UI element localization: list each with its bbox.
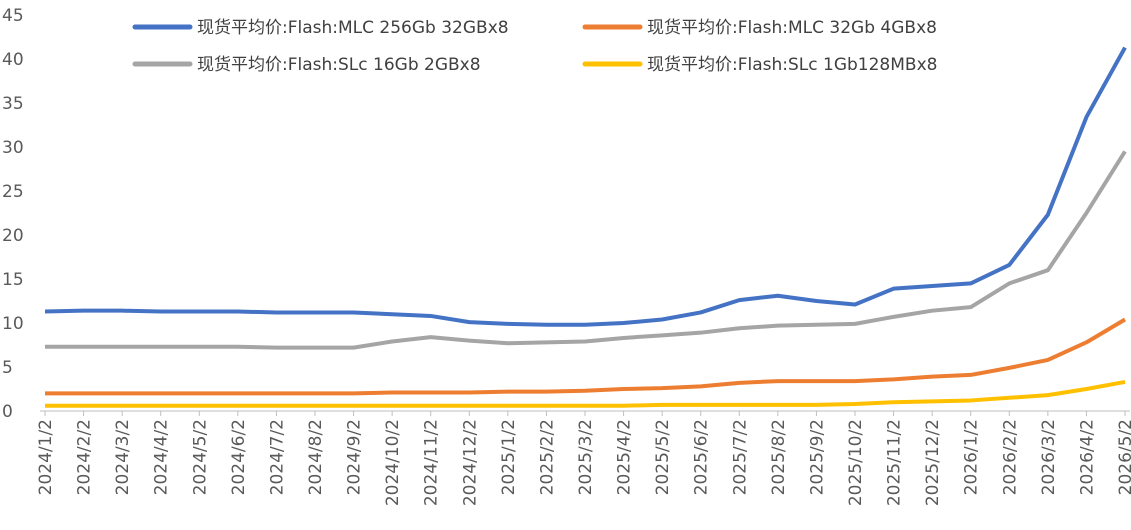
legend-label: 现货平均价:Flash:MLC 32Gb 4GBx8 <box>647 18 937 38</box>
x-tick-label: 2024/1/2 <box>36 419 56 495</box>
x-tick-label: 2024/2/2 <box>75 419 95 495</box>
x-tick-label: 2025/8/2 <box>769 419 789 495</box>
x-tick-label: 2026/1/2 <box>962 419 982 495</box>
series-line <box>45 379 1126 408</box>
x-tick-label: 2024/6/2 <box>229 419 249 495</box>
series-line <box>45 317 1127 396</box>
x-tick-label: 2026/3/2 <box>1039 419 1059 495</box>
y-tick-label: 35 <box>2 94 24 114</box>
y-tick-label: 5 <box>2 358 13 378</box>
x-tick-label: 2025/4/2 <box>615 419 635 495</box>
y-tick-label: 15 <box>2 270 24 290</box>
x-tick-label: 2024/7/2 <box>267 419 287 495</box>
x-tick-label: 2025/5/2 <box>653 419 673 495</box>
x-tick-label: 2026/4/2 <box>1077 419 1097 495</box>
x-tick-label: 2025/2/2 <box>537 419 557 495</box>
y-tick-label: 10 <box>2 314 24 334</box>
legend-label: 现货平均价:Flash:SLc 16Gb 2GBx8 <box>197 55 481 75</box>
x-tick-label: 2024/10/2 <box>383 419 403 506</box>
x-tick-label: 2026/2/2 <box>1000 419 1020 495</box>
y-tick-label: 25 <box>2 182 24 202</box>
x-tick-label: 2024/3/2 <box>113 419 133 495</box>
x-tick-label: 2025/6/2 <box>692 419 712 495</box>
x-tick-label: 2025/11/2 <box>885 419 905 506</box>
x-tick-label: 2024/4/2 <box>152 419 172 495</box>
x-tick-label: 2024/11/2 <box>422 419 442 506</box>
legend-label: 现货平均价:Flash:MLC 256Gb 32GBx8 <box>197 18 509 38</box>
x-tick-label: 2025/1/2 <box>499 419 519 495</box>
x-tick-label: 2025/12/2 <box>923 419 943 506</box>
x-tick-label: 2024/8/2 <box>306 419 326 495</box>
y-tick-label: 0 <box>2 402 13 422</box>
x-tick-label: 2025/7/2 <box>730 419 750 495</box>
x-tick-label: 2026/5/2 <box>1116 419 1131 495</box>
series-line <box>45 150 1127 350</box>
x-tick-label: 2025/3/2 <box>576 419 596 495</box>
y-tick-label: 20 <box>2 226 24 246</box>
y-tick-label: 45 <box>2 6 24 26</box>
y-tick-label: 30 <box>2 138 24 158</box>
x-tick-label: 2024/5/2 <box>190 419 210 495</box>
x-tick-label: 2024/12/2 <box>460 419 480 506</box>
series-line <box>44 46 1127 327</box>
y-tick-label: 40 <box>2 50 24 70</box>
x-tick-label: 2025/9/2 <box>807 419 827 495</box>
x-tick-label: 2024/9/2 <box>345 419 365 495</box>
x-tick-label: 2025/10/2 <box>846 419 866 506</box>
legend-label: 现货平均价:Flash:SLc 1Gb128MBx8 <box>647 55 937 75</box>
